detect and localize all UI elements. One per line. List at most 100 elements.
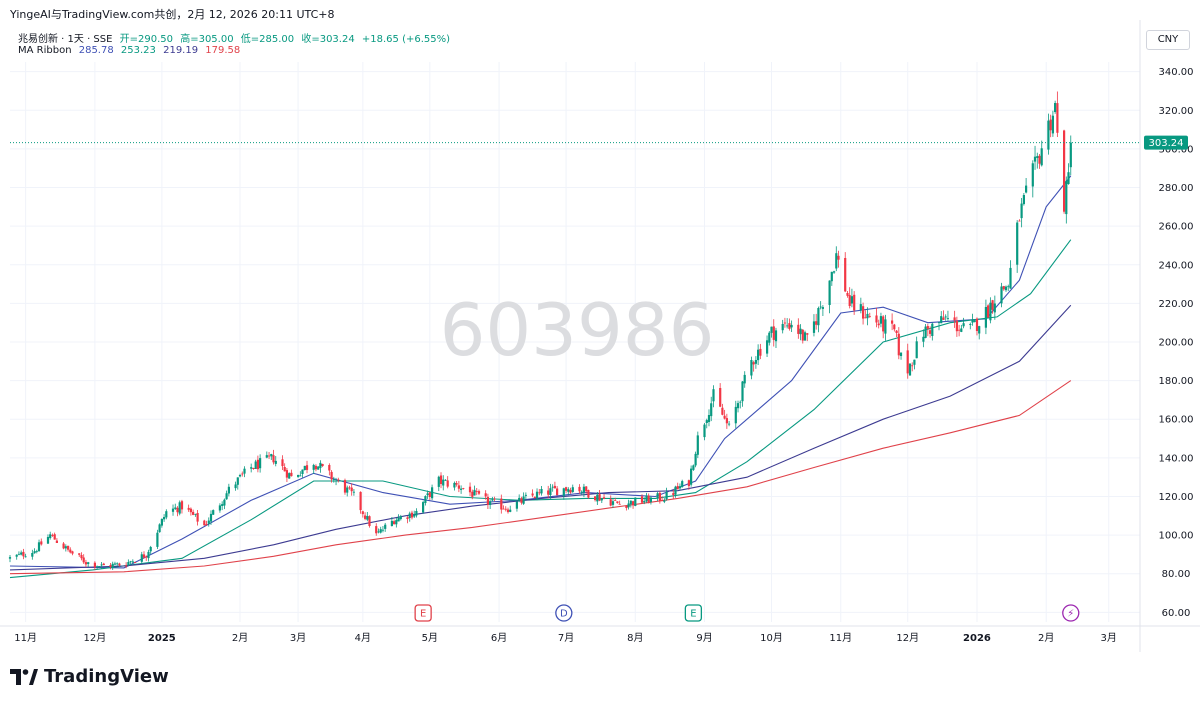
candle <box>757 344 760 365</box>
candle <box>1022 193 1025 206</box>
candle <box>1063 129 1066 214</box>
candle <box>20 550 23 556</box>
candle <box>149 545 152 555</box>
candle <box>455 481 458 487</box>
price-chart[interactable]: 603986 60.00 80.00 100.00 120.00 140.00 160.0… <box>0 0 1200 660</box>
y-tick-label: 340.00 <box>1159 67 1194 78</box>
x-tick-label: 6月 <box>491 632 507 644</box>
candle <box>812 314 816 337</box>
candle <box>797 318 800 339</box>
low-value: 低=285.00 <box>240 34 295 45</box>
x-tick-label: 11月 <box>14 632 37 644</box>
event-marker-3[interactable]: E <box>684 604 703 622</box>
x-tick-label: 5月 <box>422 632 438 644</box>
candle <box>234 481 237 491</box>
candle <box>259 454 262 473</box>
candle <box>665 487 668 501</box>
candle <box>319 460 322 473</box>
candle <box>640 494 644 504</box>
tradingview-logo-icon <box>10 668 38 685</box>
candle <box>596 492 599 505</box>
candle <box>67 545 70 552</box>
y-tick-label: 240.00 <box>1159 260 1194 271</box>
y-tick-label: 220.00 <box>1159 299 1194 310</box>
event-marker-1[interactable]: E <box>414 604 432 622</box>
price-tag-bg <box>1144 135 1188 150</box>
x-tick-label: 2月 <box>1038 632 1054 644</box>
ma-ribbon-label[interactable]: MA Ribbon <box>18 45 72 56</box>
candle <box>739 400 742 409</box>
y-tick-label: 280.00 <box>1159 183 1194 194</box>
candle <box>381 526 384 533</box>
candle <box>663 498 666 504</box>
candle <box>989 297 992 324</box>
candle <box>314 464 317 472</box>
candle <box>37 539 41 552</box>
candle <box>468 482 472 497</box>
candle <box>848 287 851 309</box>
snapshot-title: YingeAI与TradingView.com共创，2月 12, 2026 20… <box>10 8 335 21</box>
symbol-name[interactable]: 兆易创新 · 1天 · SSE <box>18 34 113 45</box>
candle <box>473 485 476 496</box>
candle <box>1025 178 1028 194</box>
candle <box>766 335 769 357</box>
candle <box>189 507 192 516</box>
candle <box>866 307 869 326</box>
candle <box>602 494 606 500</box>
candle <box>301 469 304 478</box>
candle <box>484 490 487 500</box>
candle <box>674 485 677 498</box>
candle <box>375 523 378 536</box>
footer-brand: TradingView <box>10 666 169 687</box>
candle <box>113 561 117 566</box>
candle <box>428 491 431 501</box>
candle <box>656 491 659 502</box>
candle <box>828 280 831 314</box>
ma-value-4: 179.58 <box>205 45 241 56</box>
candle <box>676 482 679 490</box>
candle <box>142 551 146 559</box>
candle <box>422 500 425 514</box>
candle <box>127 559 130 567</box>
candle <box>334 477 338 486</box>
candle <box>134 561 137 563</box>
candle <box>1009 260 1012 289</box>
candle <box>721 403 724 416</box>
candle <box>819 301 822 310</box>
candle <box>515 501 518 512</box>
candle <box>906 343 909 379</box>
candle <box>212 509 215 515</box>
candle <box>750 356 753 380</box>
candle <box>346 485 349 497</box>
candle <box>8 555 12 563</box>
candle <box>55 538 58 543</box>
currency-button[interactable]: CNY <box>1146 30 1190 50</box>
y-tick-label: 80.00 <box>1162 569 1191 580</box>
candle <box>471 489 474 500</box>
y-tick-label: 140.00 <box>1159 453 1194 464</box>
svg-text:D: D <box>560 609 568 620</box>
candle <box>973 319 976 323</box>
candle <box>1040 140 1043 167</box>
candle <box>53 532 56 540</box>
candle <box>317 466 320 470</box>
event-marker-2[interactable]: D <box>555 604 573 622</box>
candle <box>1065 176 1068 224</box>
candle <box>937 321 941 331</box>
ma-value-3: 219.19 <box>163 45 199 56</box>
candle <box>707 409 711 427</box>
candle <box>926 323 929 337</box>
candle <box>884 314 887 341</box>
candle <box>176 506 179 517</box>
y-tick-label: 120.00 <box>1159 492 1194 503</box>
candle <box>227 483 230 497</box>
candle <box>799 324 802 341</box>
candle <box>377 528 380 534</box>
candle <box>672 489 675 500</box>
candle <box>174 503 177 510</box>
candle <box>160 518 163 528</box>
event-marker-4[interactable]: ⚡ <box>1062 604 1080 622</box>
candle <box>116 562 119 566</box>
candle <box>1018 219 1021 222</box>
